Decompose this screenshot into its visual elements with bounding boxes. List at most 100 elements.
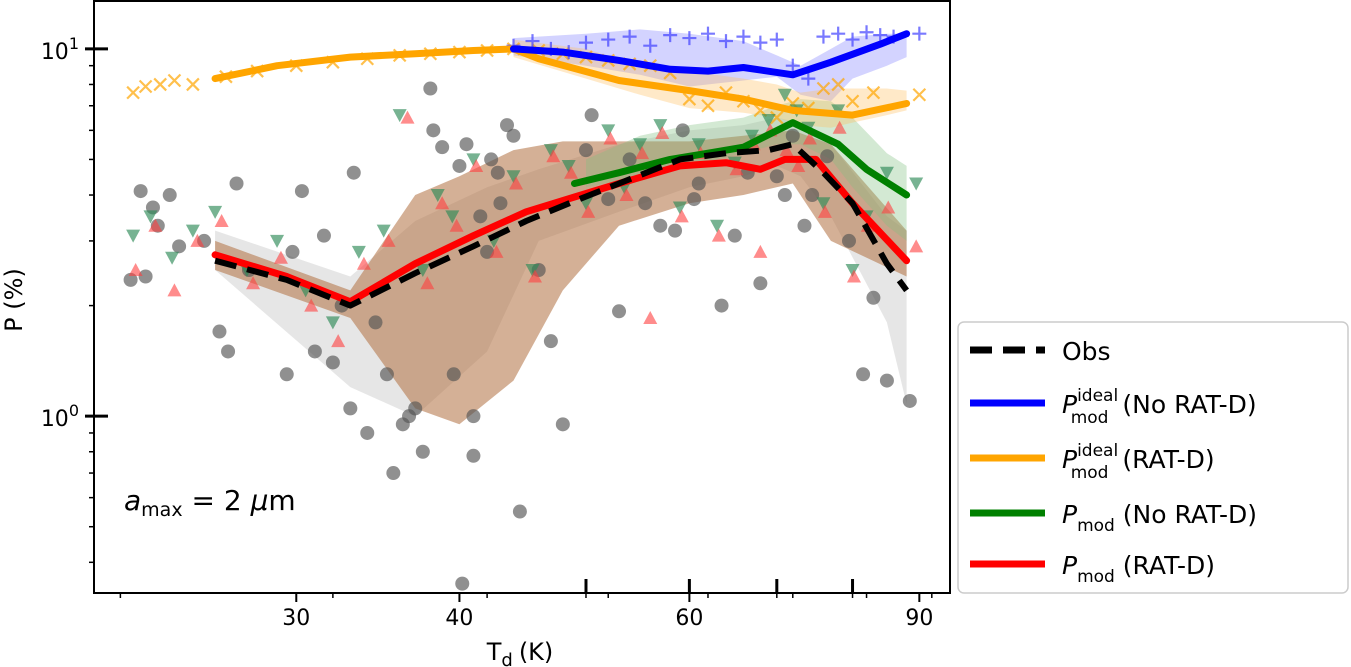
x-axis-title-sub: d	[501, 650, 512, 667]
point-obs-gray	[543, 334, 558, 349]
point-orange-x	[701, 98, 715, 113]
point-obs-gray	[506, 128, 521, 143]
legend-label-obs: Obs	[1062, 337, 1111, 366]
point-obs-gray	[452, 158, 467, 173]
point-red-tri	[509, 176, 524, 190]
point-obs-gray	[229, 176, 244, 191]
point-red-tri	[832, 120, 847, 134]
point-blue-plus	[700, 26, 715, 41]
axes: 30 40 60 90 100 101	[41, 34, 934, 631]
annotation-rest: = 2	[183, 484, 251, 517]
point-red-tri	[674, 209, 689, 223]
band-1	[215, 130, 907, 425]
point-obs-gray	[500, 118, 515, 133]
point-green-tri	[543, 144, 558, 158]
point-obs-gray	[797, 218, 812, 233]
point-obs-gray	[285, 244, 300, 259]
point-red-tri	[643, 311, 658, 325]
point-green-tri	[126, 229, 141, 243]
point-orange-x	[845, 94, 860, 109]
point-orange-x	[138, 79, 153, 94]
point-orange-x	[912, 87, 927, 102]
point-red-tri	[381, 233, 396, 247]
point-obs-gray	[805, 188, 820, 203]
point-blue-plus	[622, 29, 637, 44]
point-obs-gray	[133, 184, 148, 199]
series-line-mod-nd	[571, 119, 911, 199]
point-obs-gray	[622, 152, 637, 167]
point-red-tri	[190, 233, 205, 247]
point-blue-plus	[736, 29, 751, 44]
point-red-tri	[802, 131, 817, 145]
point-obs-gray	[368, 315, 383, 330]
x-axis-title-main: T	[486, 638, 502, 666]
point-obs-gray	[691, 176, 706, 191]
point-obs-gray	[493, 196, 508, 211]
point-obs-gray	[512, 504, 527, 519]
y-tick-label: 101	[41, 34, 79, 65]
point-obs-gray	[123, 272, 138, 287]
point-orange-x	[153, 77, 167, 92]
point-obs-gray	[423, 81, 438, 96]
point-obs-gray	[668, 223, 683, 238]
point-red-tri	[167, 283, 182, 297]
point-blue-plus	[578, 35, 593, 50]
point-obs-gray	[172, 239, 187, 254]
point-red-tri	[148, 218, 163, 232]
point-obs-gray	[466, 409, 481, 424]
point-green-tri	[143, 210, 158, 224]
annotation-unit: m	[268, 484, 295, 517]
point-obs-gray	[653, 218, 668, 233]
point-green-tri	[165, 251, 180, 265]
point-blue-plus	[769, 32, 784, 47]
point-green-tri	[845, 263, 860, 277]
point-green-tri	[653, 119, 668, 133]
point-green-tri	[392, 109, 407, 123]
point-red-tri	[469, 158, 484, 172]
x-tick-label: 60	[675, 606, 703, 631]
point-obs-gray	[714, 298, 729, 313]
point-green-tri	[633, 138, 648, 152]
point-red-tri	[489, 244, 504, 258]
point-obs-gray	[316, 228, 331, 243]
point-red-tri	[753, 244, 768, 258]
point-blue-plus	[912, 26, 927, 41]
point-red-tri	[581, 204, 596, 218]
point-obs-gray	[221, 344, 236, 359]
annotation-amax: amax = 2 μm	[124, 484, 296, 521]
point-red-tri	[356, 256, 371, 270]
point-blue-plus	[785, 58, 800, 73]
point-obs-gray	[294, 184, 309, 199]
point-red-tri	[711, 228, 726, 242]
point-red-tri	[400, 110, 415, 124]
point-obs-gray	[379, 367, 394, 382]
point-obs-gray	[459, 137, 474, 152]
point-obs-gray	[307, 344, 322, 359]
point-red-tri	[420, 276, 435, 290]
point-green-tri	[525, 263, 540, 277]
point-blue-plus	[831, 26, 846, 41]
point-obs-gray	[360, 425, 375, 440]
point-obs-gray	[325, 355, 340, 370]
point-orange-x	[186, 77, 200, 92]
point-blue-plus	[601, 32, 616, 47]
point-obs-gray	[578, 143, 593, 158]
point-green-tri	[761, 114, 776, 128]
point-blue-plus	[718, 34, 733, 49]
legend-label-ideal-nd: Pideal mod (No RAT-D)	[1062, 386, 1257, 428]
annotation-mu: μ	[250, 484, 269, 517]
series-lines	[211, 30, 911, 309]
point-green-tri	[506, 170, 521, 184]
point-obs-gray	[601, 192, 616, 207]
point-obs-gray	[138, 269, 153, 284]
point-red-tri	[881, 200, 896, 214]
point-obs-gray	[386, 466, 401, 481]
point-green-tri	[710, 219, 725, 233]
point-obs-gray	[902, 393, 917, 408]
point-red-tri	[655, 126, 670, 140]
point-green-tri	[561, 159, 576, 173]
point-obs-gray	[727, 228, 742, 243]
point-green-tri	[879, 166, 894, 180]
point-obs-gray	[346, 165, 361, 180]
point-obs-gray	[584, 108, 599, 123]
